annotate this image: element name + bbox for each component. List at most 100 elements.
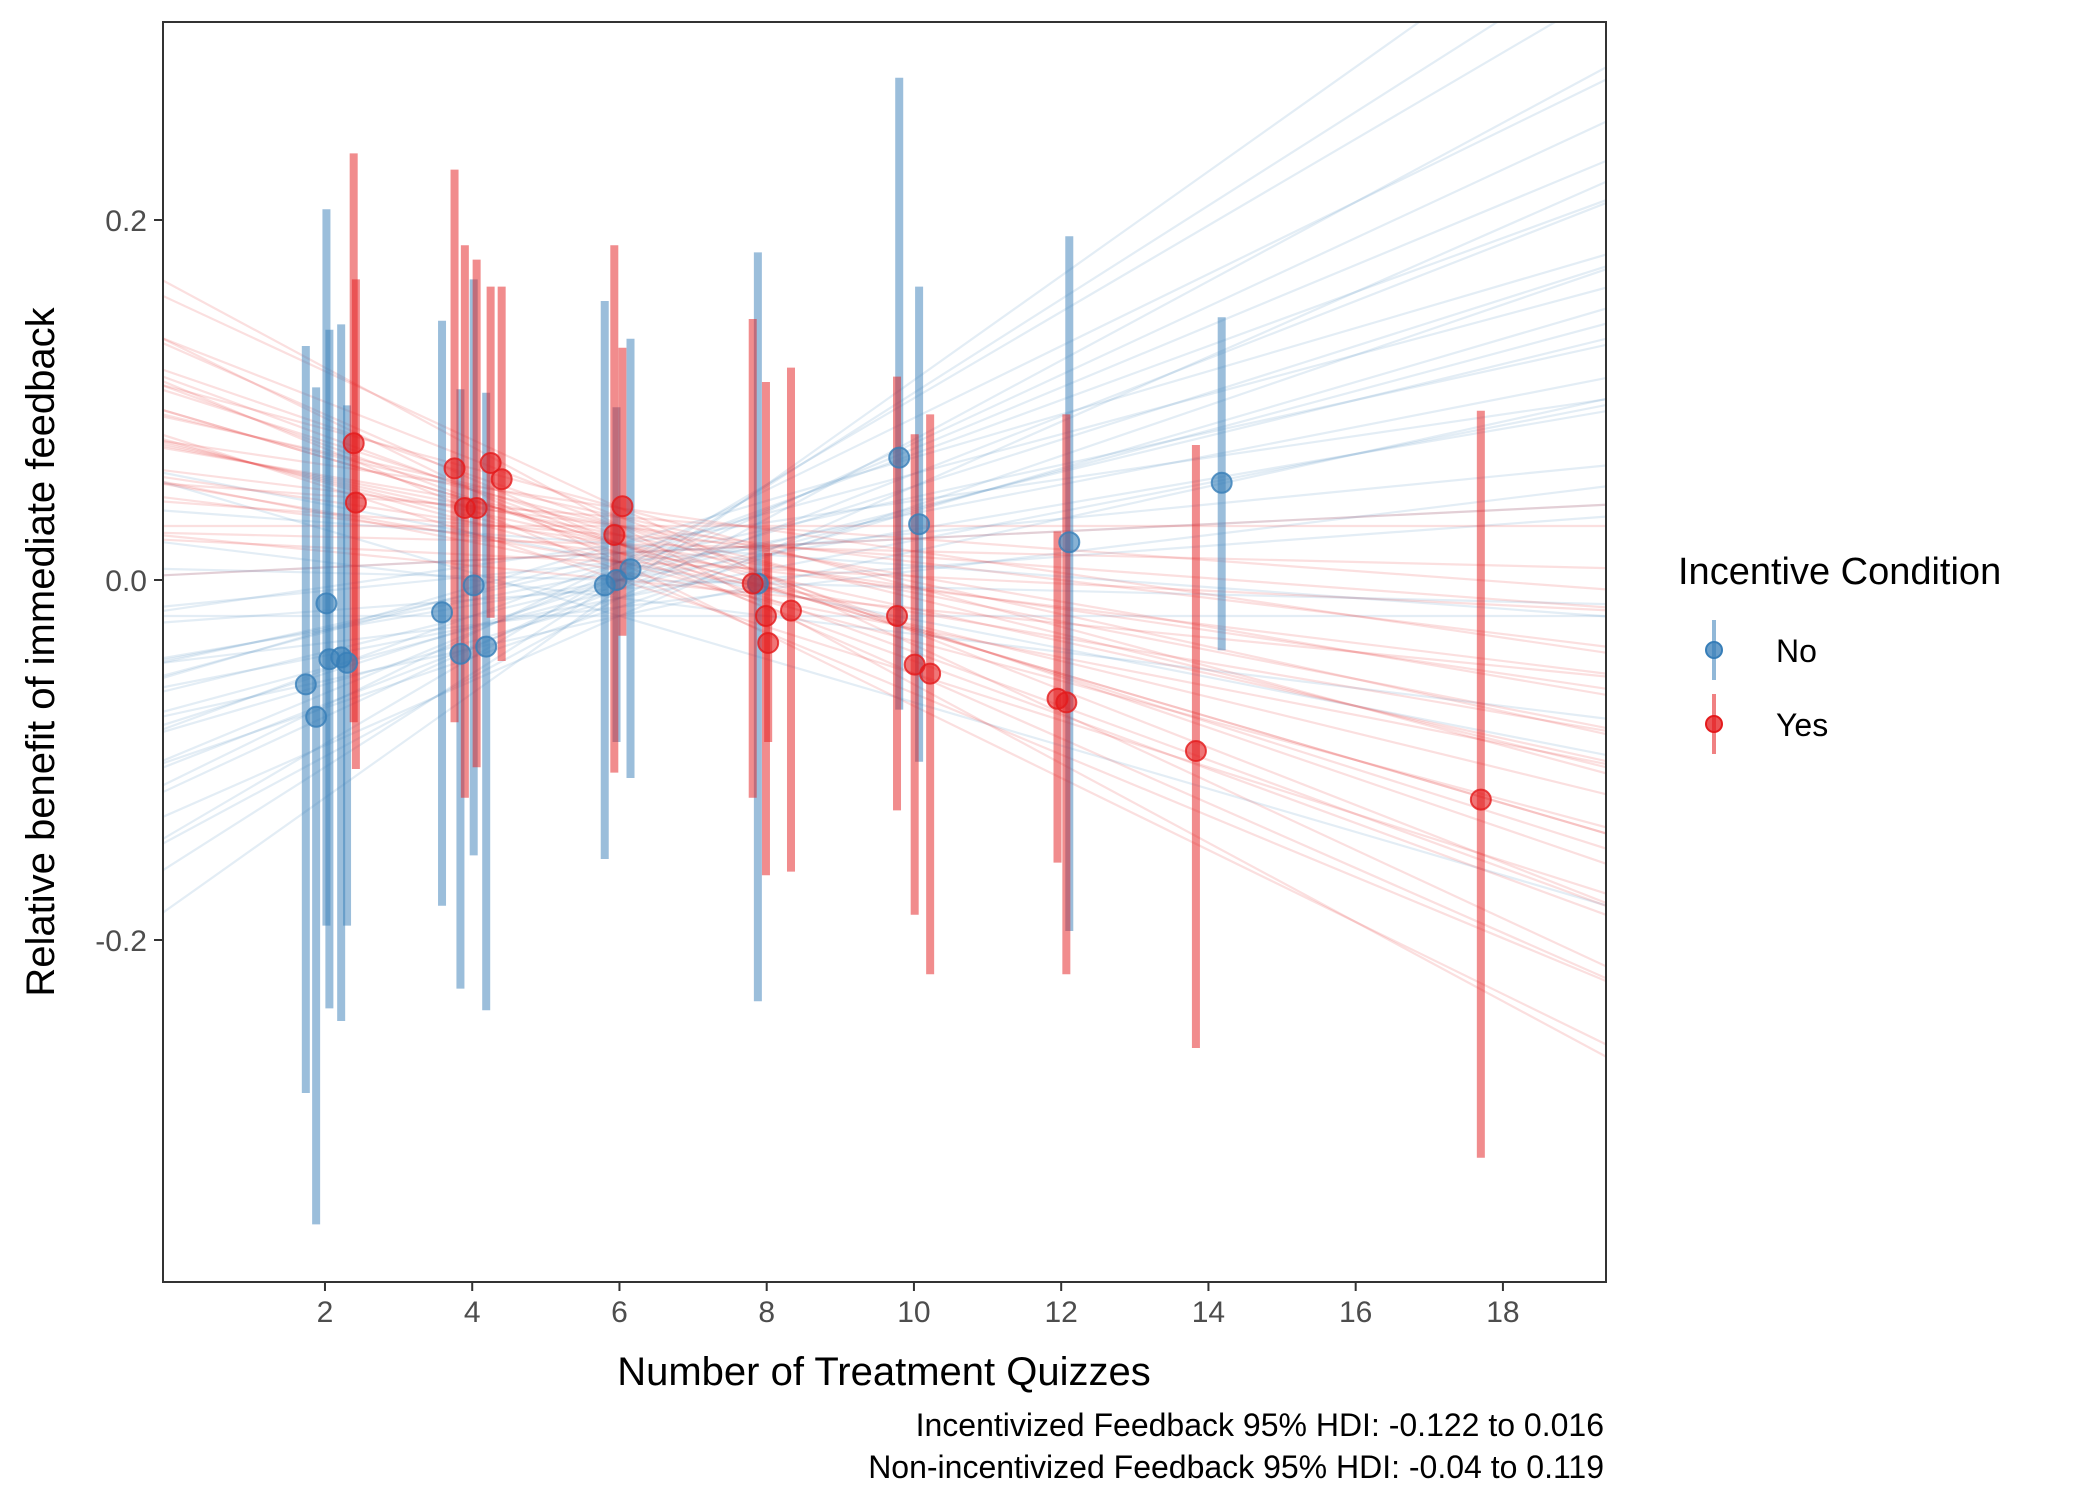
- posterior-line-no: [163, 397, 1606, 718]
- posterior-line-yes: [163, 375, 1606, 907]
- posterior-line-yes: [163, 279, 1606, 1058]
- data-point-yes: [603, 524, 626, 546]
- posterior-line-yes: [163, 294, 1606, 968]
- posterior-line-yes: [163, 440, 1606, 796]
- posterior-line-yes: [163, 538, 1606, 612]
- x-tick-label: 4: [464, 1296, 481, 1329]
- posterior-line-no: [163, 398, 1606, 613]
- posterior-line-yes: [163, 480, 1606, 766]
- data-point-no: [475, 635, 498, 658]
- data-point-no: [305, 705, 328, 728]
- posterior-line-no: [163, 159, 1606, 762]
- posterior-line-no: [163, 268, 1606, 765]
- posterior-line-no: [163, 22, 1500, 872]
- posterior-line-no: [163, 337, 1606, 693]
- legend-key-no-point: [1705, 641, 1723, 659]
- y-axis: -0.2 0.0 0.2: [95, 205, 163, 958]
- data-point-no: [888, 446, 911, 469]
- x-tick-label: 16: [1339, 1296, 1372, 1329]
- posterior-line-no: [163, 464, 1606, 608]
- legend-label-no: No: [1776, 633, 1817, 669]
- posterior-line-yes: [163, 388, 1606, 850]
- posterior-line-yes: [163, 409, 1606, 835]
- posterior-line-yes: [163, 500, 1606, 609]
- posterior-line-no: [163, 307, 1606, 733]
- data-point-yes: [465, 497, 488, 519]
- posterior-line-no: [163, 515, 1606, 624]
- posterior-line-no: [163, 78, 1606, 787]
- x-tick-label: 14: [1192, 1296, 1225, 1329]
- data-point-yes: [443, 457, 466, 480]
- posterior-line-yes: [163, 442, 1606, 763]
- posterior-line-yes: [163, 409, 1606, 835]
- posterior-line-yes: [163, 415, 1606, 736]
- data-point-yes: [754, 605, 777, 627]
- legend-label-yes: Yes: [1776, 707, 1828, 743]
- posterior-line-no: [163, 541, 1606, 720]
- x-axis: 2 4 6 8 10 12 14 16 18: [317, 1282, 1520, 1329]
- data-point-yes: [1184, 740, 1207, 762]
- x-tick-label: 8: [758, 1296, 775, 1329]
- data-point-yes: [886, 605, 909, 627]
- caption-incentivized-hdi: Incentivized Feedback 95% HDI: -0.122 to…: [916, 1407, 1604, 1443]
- data-point-no: [315, 592, 338, 615]
- posterior-line-yes: [163, 384, 1606, 916]
- data-point-no: [294, 673, 317, 696]
- data-point-yes: [490, 468, 513, 491]
- data-point-yes: [1469, 788, 1492, 811]
- posterior-line-no: [163, 509, 1606, 618]
- x-tick-label: 10: [897, 1296, 930, 1329]
- posterior-line-no: [163, 120, 1606, 794]
- data-point-yes: [919, 662, 942, 685]
- posterior-line-no: [163, 485, 1606, 664]
- posterior-line-no: [163, 265, 1606, 727]
- posterior-line-yes: [163, 368, 1606, 865]
- posterior-line-no: [163, 202, 1606, 769]
- posterior-line-no: [163, 322, 1606, 713]
- data-point-no: [462, 574, 485, 597]
- x-axis-title: Number of Treatment Quizzes: [617, 1350, 1151, 1394]
- data-point-yes: [741, 572, 764, 595]
- posterior-line-no: [163, 481, 1606, 907]
- posterior-line-yes: [163, 469, 1606, 648]
- data-point-yes: [342, 432, 365, 455]
- posterior-line-no: [163, 403, 1606, 689]
- posterior-line-no: [163, 180, 1606, 818]
- data-point-no: [1058, 531, 1081, 554]
- x-tick-label: 18: [1486, 1296, 1519, 1329]
- posterior-line-no: [163, 286, 1606, 677]
- posterior-line-no: [163, 376, 1606, 662]
- legend-item-yes: Yes: [1705, 694, 1828, 754]
- plot-background: [163, 22, 1606, 1282]
- data-point-no: [449, 642, 472, 665]
- posterior-line-yes: [163, 503, 1606, 577]
- data-point-yes: [757, 632, 780, 654]
- y-tick-label: -0.2: [95, 925, 147, 958]
- posterior-line-yes: [163, 384, 1606, 775]
- y-axis-title: Relative benefit of immediate feedback: [19, 306, 63, 996]
- posterior-line-no: [163, 503, 1606, 577]
- posterior-line-no: [163, 567, 1606, 606]
- data-point-yes: [611, 495, 634, 518]
- posterior-line-yes: [163, 496, 1606, 675]
- caption-non-incentivized-hdi: Non-incentivized Feedback 95% HDI: -0.04…: [868, 1449, 1604, 1485]
- posterior-line-yes: [163, 475, 1606, 690]
- data-point-yes: [1055, 691, 1078, 714]
- data-point-no: [619, 558, 642, 581]
- data-point-no: [908, 513, 931, 536]
- posterior-line-no: [163, 66, 1606, 845]
- legend: Incentive Condition No Yes: [1678, 551, 2001, 754]
- x-tick-label: 6: [611, 1296, 628, 1329]
- posterior-line-yes: [163, 444, 1606, 730]
- posterior-line-yes: [163, 342, 1606, 980]
- data-point-yes: [344, 491, 367, 514]
- posterior-line-no: [163, 343, 1606, 664]
- posterior-line-yes: [163, 380, 1606, 983]
- x-tick-label: 2: [317, 1296, 334, 1329]
- posterior-line-yes: [163, 438, 1606, 829]
- posterior-line-yes: [163, 531, 1606, 570]
- posterior-line-yes: [163, 337, 1606, 904]
- credible-intervals-layer: [301, 77, 1485, 1225]
- posterior-line-yes: [163, 446, 1606, 696]
